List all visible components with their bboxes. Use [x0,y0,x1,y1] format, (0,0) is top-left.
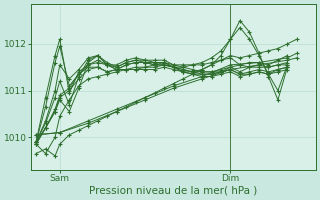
X-axis label: Pression niveau de la mer( hPa ): Pression niveau de la mer( hPa ) [90,186,258,196]
